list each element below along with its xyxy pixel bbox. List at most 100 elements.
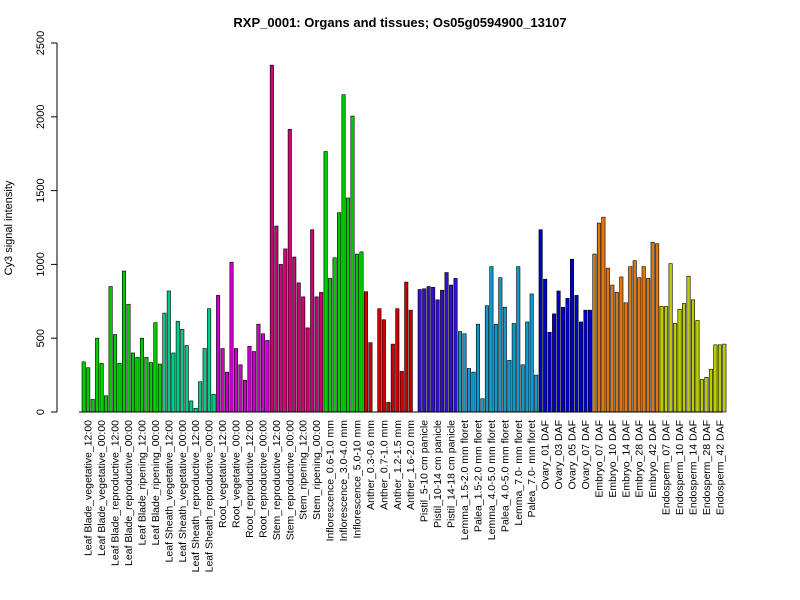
bar (202, 348, 207, 413)
bar (444, 272, 449, 413)
bar (422, 288, 427, 413)
bar (561, 306, 566, 413)
x-tick-label: Palea_4.0-5.0 mm floret (499, 420, 511, 532)
x-tick-label: Embryo_07 DAF (593, 420, 605, 498)
bar (435, 299, 440, 413)
x-tick-label: Leaf Blade_ripening_12:00 (136, 420, 148, 546)
bar (440, 289, 445, 413)
bar (641, 266, 646, 413)
bar (574, 295, 579, 413)
bar (234, 348, 239, 413)
bar (274, 225, 279, 413)
bar (278, 264, 283, 413)
bar (247, 346, 252, 413)
bar (592, 253, 597, 413)
x-tick-label: Pistil_10-14 cm panicle (432, 420, 444, 528)
bar (346, 197, 351, 413)
bar (225, 371, 230, 413)
bar (466, 368, 471, 413)
bar (381, 319, 386, 413)
x-tick-label: Embryo_14 DAF (620, 420, 632, 498)
bar (583, 309, 588, 413)
x-tick-label: Leaf Blade_vegetative_12:00 (83, 420, 95, 556)
x-tick-label: Leaf Sheath_reproductive_00:00 (204, 420, 216, 573)
bar (704, 377, 709, 413)
bar (507, 360, 512, 413)
bar (399, 371, 404, 413)
bar (104, 395, 109, 413)
x-tick-label: Lemma_1.5-2.0 mm floret (459, 420, 471, 540)
x-tick-label: Endosperm_07 DAF (661, 420, 673, 515)
x-tick-label: Leaf Blade_reproductive_12:00 (110, 420, 122, 566)
bar (319, 292, 324, 413)
bar (135, 357, 140, 413)
bar (229, 261, 234, 413)
x-tick-label: Palea_7.0- mm floret (526, 420, 538, 518)
bar (529, 293, 534, 413)
bar (619, 276, 624, 413)
bar (157, 363, 162, 413)
bar (610, 284, 615, 413)
bar (283, 248, 288, 413)
bar (368, 342, 373, 413)
bar (659, 306, 664, 413)
bar (189, 400, 194, 413)
bar (605, 267, 610, 413)
x-tick-label: Pistil_5-10 cm panicle (419, 420, 431, 522)
bar (310, 229, 315, 413)
bar (570, 258, 575, 413)
x-tick-label: Stem_ripening_12:00 (298, 420, 310, 520)
bar (113, 334, 118, 413)
bar (238, 364, 243, 413)
bar (556, 290, 561, 413)
bar (650, 241, 655, 413)
bar (484, 305, 489, 413)
bar (404, 281, 409, 413)
bar (449, 284, 454, 413)
bar (520, 364, 525, 413)
bar (543, 278, 548, 413)
y-tick-label: 500 (35, 329, 47, 347)
bar (682, 303, 687, 413)
bar (86, 367, 91, 413)
bar (632, 260, 637, 413)
bar (354, 253, 359, 413)
x-axis-labels: Leaf Blade_vegetative_12:00 Leaf Blade_ve… (83, 420, 727, 573)
bar (296, 282, 301, 413)
bar (328, 278, 333, 413)
bar (287, 129, 292, 413)
bar (117, 362, 122, 413)
bar (525, 321, 530, 413)
bar (462, 333, 467, 413)
bar (458, 331, 463, 413)
bar (130, 352, 135, 413)
bar (690, 299, 695, 413)
bar (108, 286, 113, 413)
bar (628, 266, 633, 413)
bar (480, 398, 485, 413)
x-tick-label: Anther_1.2-1.5 mm (392, 420, 404, 510)
x-tick-label: Leaf Blade_reproductive_00:00 (123, 420, 135, 566)
x-tick-label: Embryo_10 DAF (607, 420, 619, 498)
bar (646, 278, 651, 413)
bar (534, 374, 539, 413)
x-tick-label: Ovary_05 DAF (567, 420, 579, 489)
x-tick-label: Endosperm_14 DAF (687, 420, 699, 515)
bar (216, 295, 221, 413)
bar (207, 308, 212, 413)
x-tick-label: Root_vegetative_12:00 (217, 420, 229, 528)
bar (623, 302, 628, 413)
bar (722, 343, 727, 413)
x-tick-label: Embryo_42 DAF (647, 420, 659, 498)
x-tick-label: Anther_0.3-0.6 mm (365, 420, 377, 510)
bar (90, 399, 95, 413)
x-tick-label: Leaf Sheath_vegetative_12:00 (163, 420, 175, 563)
bar (390, 343, 395, 413)
bar (251, 351, 256, 413)
x-tick-label: Root_vegetative_00:00 (231, 420, 243, 528)
bar (359, 251, 364, 413)
bar (655, 243, 660, 413)
x-tick-label: Lemma_7.0- mm floret (513, 420, 525, 526)
x-tick-label: Ovary_01 DAF (540, 420, 552, 489)
y-tick-label: 0 (35, 409, 47, 415)
